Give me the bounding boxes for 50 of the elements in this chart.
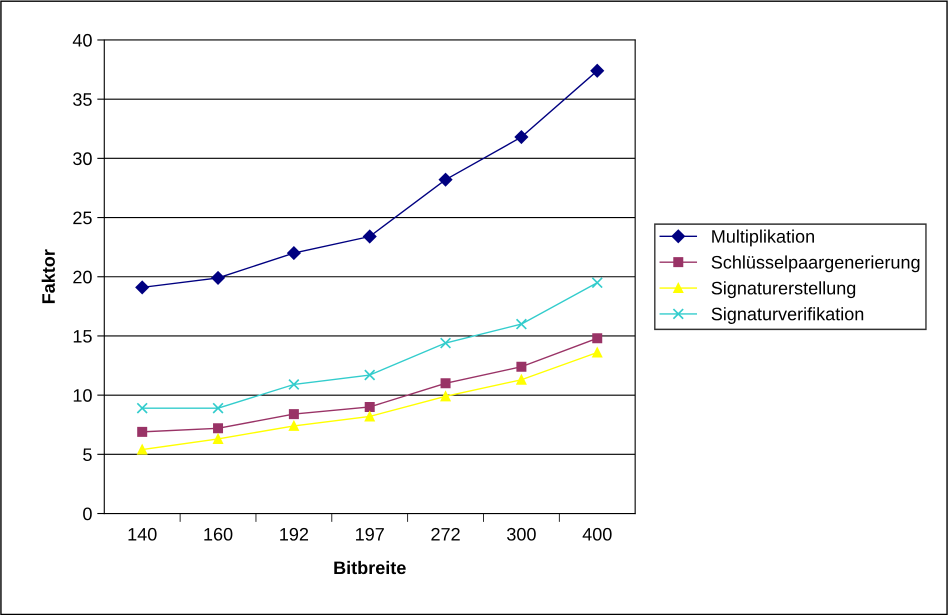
point xyxy=(137,426,148,437)
legend-label: Schlüsselpaargenerierung xyxy=(712,255,920,272)
point xyxy=(287,246,301,260)
x-tick-label: 197 xyxy=(356,528,384,541)
point xyxy=(590,64,604,78)
point xyxy=(213,423,224,434)
legend-label: Signaturverifikation xyxy=(712,307,864,324)
point xyxy=(592,333,602,344)
y-tick-label: 10 xyxy=(74,389,92,402)
point xyxy=(364,411,375,422)
point xyxy=(438,172,452,186)
point xyxy=(516,318,528,330)
legend-label: Signaturerstellung xyxy=(712,281,856,298)
x-tick-label: 272 xyxy=(431,528,460,540)
point xyxy=(440,391,451,402)
y-tick-label: 40 xyxy=(72,34,92,47)
y-tick-label: 20 xyxy=(73,270,92,284)
point xyxy=(592,276,603,288)
y-tick-label: 30 xyxy=(73,152,92,166)
point xyxy=(288,420,299,431)
point xyxy=(364,402,375,412)
point xyxy=(364,369,376,381)
point xyxy=(440,337,452,349)
y-tick-label: 0 xyxy=(83,507,92,520)
x-tick-label: 192 xyxy=(280,528,308,541)
y-tick-label: 15 xyxy=(74,330,92,343)
point xyxy=(211,271,225,285)
point xyxy=(516,362,526,372)
point xyxy=(516,374,526,385)
point xyxy=(514,130,528,144)
point xyxy=(440,378,451,388)
x-axis-title: Bitbreite xyxy=(334,560,406,574)
point xyxy=(137,444,148,455)
x-tick-label: 400 xyxy=(582,528,612,541)
x-tick-label: 140 xyxy=(128,528,157,541)
point xyxy=(136,402,148,414)
point xyxy=(288,409,299,420)
x-tick-label: 300 xyxy=(507,528,536,541)
point xyxy=(135,280,149,294)
y-tick-label: 35 xyxy=(73,93,92,106)
x-tick-label: 160 xyxy=(204,528,232,541)
point xyxy=(362,230,376,244)
y-axis-title: Faktor xyxy=(42,249,55,304)
point xyxy=(213,434,224,444)
y-tick-label: 25 xyxy=(73,211,92,224)
legend-label: Multiplikation xyxy=(712,230,814,246)
y-tick-label: 5 xyxy=(83,448,92,462)
point xyxy=(288,378,300,390)
point xyxy=(212,402,224,414)
point xyxy=(592,348,602,358)
